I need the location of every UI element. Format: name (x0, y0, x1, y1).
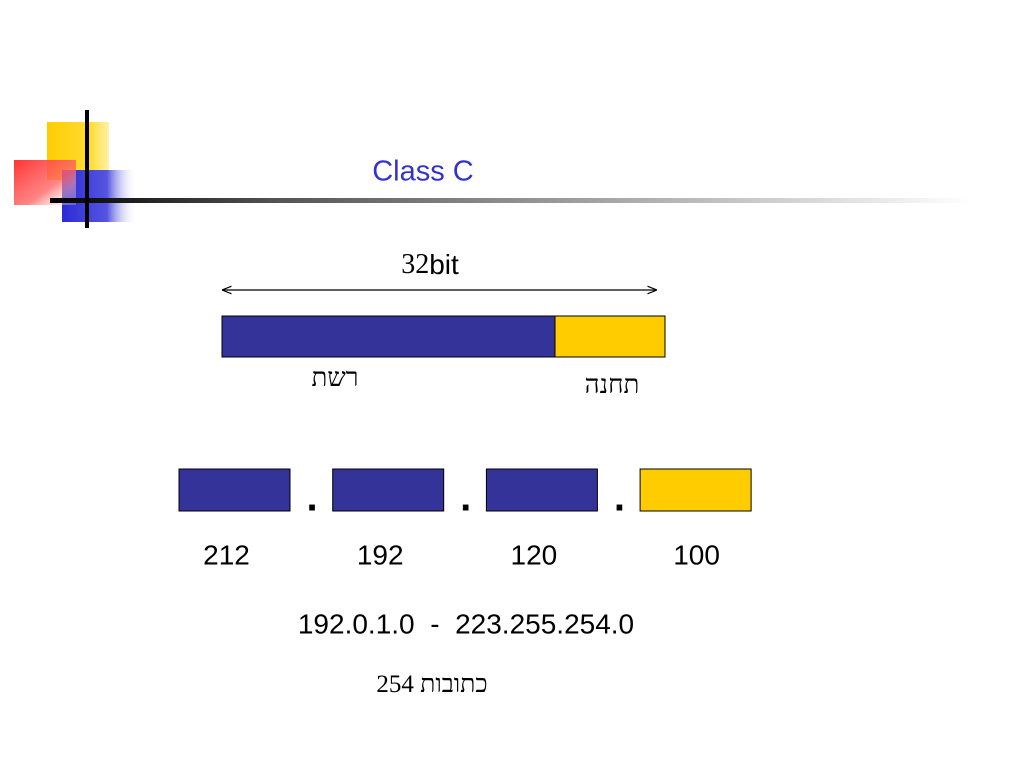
width-number: 32 (401, 249, 429, 280)
count-word: כתובות (420, 671, 488, 698)
octet-separator: . (306, 476, 317, 520)
host-label: תחנה (585, 370, 640, 399)
red-square (14, 160, 76, 205)
octet-separator: . (460, 476, 471, 520)
count-number: 254 (376, 671, 414, 698)
octet-value: 100 (673, 539, 720, 570)
host-bar (554, 315, 666, 358)
header-rule (50, 198, 970, 203)
octet-value: 192 (357, 539, 404, 570)
slide-title: Class C (372, 156, 474, 188)
octet-value: 212 (203, 539, 250, 570)
octet-box (332, 468, 445, 512)
octets: 212. 192. 120. 100 (178, 468, 752, 570)
network-bar (221, 315, 556, 358)
network-label: רשת (311, 363, 358, 392)
octet-box (639, 468, 752, 512)
octet-box (485, 468, 598, 512)
octet-separator: . (614, 476, 625, 520)
width-label: 32bit (401, 249, 459, 280)
address-count: כתובות 254 (376, 671, 487, 698)
vertical-rule (85, 110, 89, 228)
width-unit: bit (429, 249, 459, 280)
decoration (14, 110, 970, 228)
address-range: 192.0.1.0 - 223.255.254.0 (298, 608, 634, 639)
octet-value: 120 (511, 539, 558, 570)
octet-box (178, 468, 291, 512)
